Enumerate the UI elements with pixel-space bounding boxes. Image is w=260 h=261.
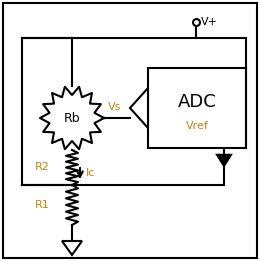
Text: Ic: Ic <box>86 169 95 179</box>
Text: Vref: Vref <box>186 121 209 130</box>
Text: V+: V+ <box>201 17 218 27</box>
Polygon shape <box>217 155 231 166</box>
Text: Vs: Vs <box>108 102 121 112</box>
Bar <box>148 68 246 148</box>
Text: R2: R2 <box>35 163 50 173</box>
Polygon shape <box>62 241 82 255</box>
Text: ADC: ADC <box>178 93 216 111</box>
Polygon shape <box>130 88 148 128</box>
Text: R1: R1 <box>35 200 50 210</box>
Text: Rb: Rb <box>64 111 80 124</box>
